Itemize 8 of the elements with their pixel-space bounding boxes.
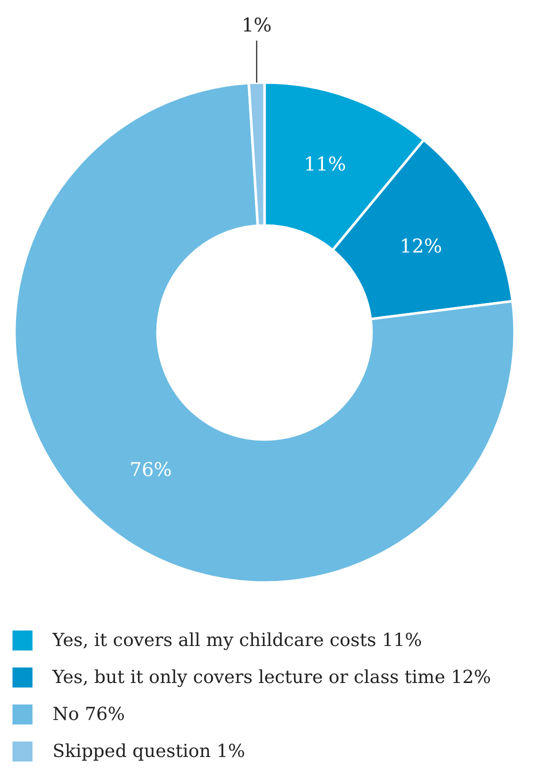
legend-label: Yes, it covers all my childcare costs 11% bbox=[52, 630, 422, 651]
data-label: 12% bbox=[400, 236, 442, 258]
legend-label: Skipped question 1% bbox=[52, 741, 246, 762]
data-label: 76% bbox=[130, 459, 172, 482]
data-label: 1% bbox=[242, 14, 272, 37]
legend-label: Yes, but it only covers lecture or class time 12% bbox=[52, 667, 491, 688]
data-label: 11% bbox=[304, 154, 346, 176]
legend-label: No 76% bbox=[52, 704, 125, 725]
